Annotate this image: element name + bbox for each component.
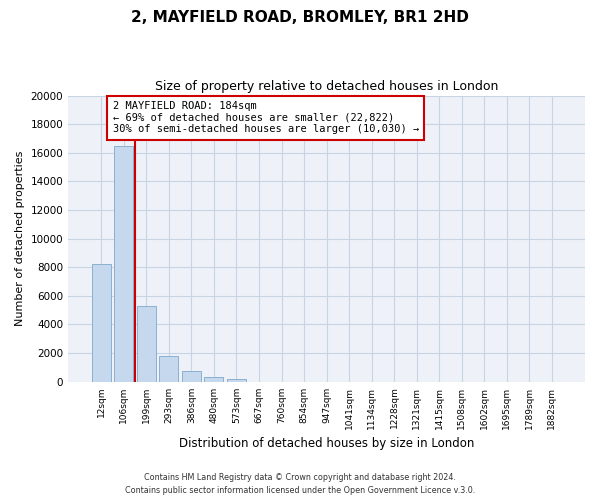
Bar — [159, 356, 178, 382]
Text: 2, MAYFIELD ROAD, BROMLEY, BR1 2HD: 2, MAYFIELD ROAD, BROMLEY, BR1 2HD — [131, 10, 469, 25]
Bar — [227, 379, 246, 382]
Y-axis label: Number of detached properties: Number of detached properties — [15, 151, 25, 326]
Bar — [92, 264, 111, 382]
Bar — [182, 371, 201, 382]
Title: Size of property relative to detached houses in London: Size of property relative to detached ho… — [155, 80, 498, 93]
Bar — [205, 378, 223, 382]
Bar — [137, 306, 156, 382]
X-axis label: Distribution of detached houses by size in London: Distribution of detached houses by size … — [179, 437, 474, 450]
Bar — [114, 146, 133, 382]
Text: 2 MAYFIELD ROAD: 184sqm
← 69% of detached houses are smaller (22,822)
30% of sem: 2 MAYFIELD ROAD: 184sqm ← 69% of detache… — [113, 102, 419, 134]
Text: Contains HM Land Registry data © Crown copyright and database right 2024.
Contai: Contains HM Land Registry data © Crown c… — [125, 474, 475, 495]
